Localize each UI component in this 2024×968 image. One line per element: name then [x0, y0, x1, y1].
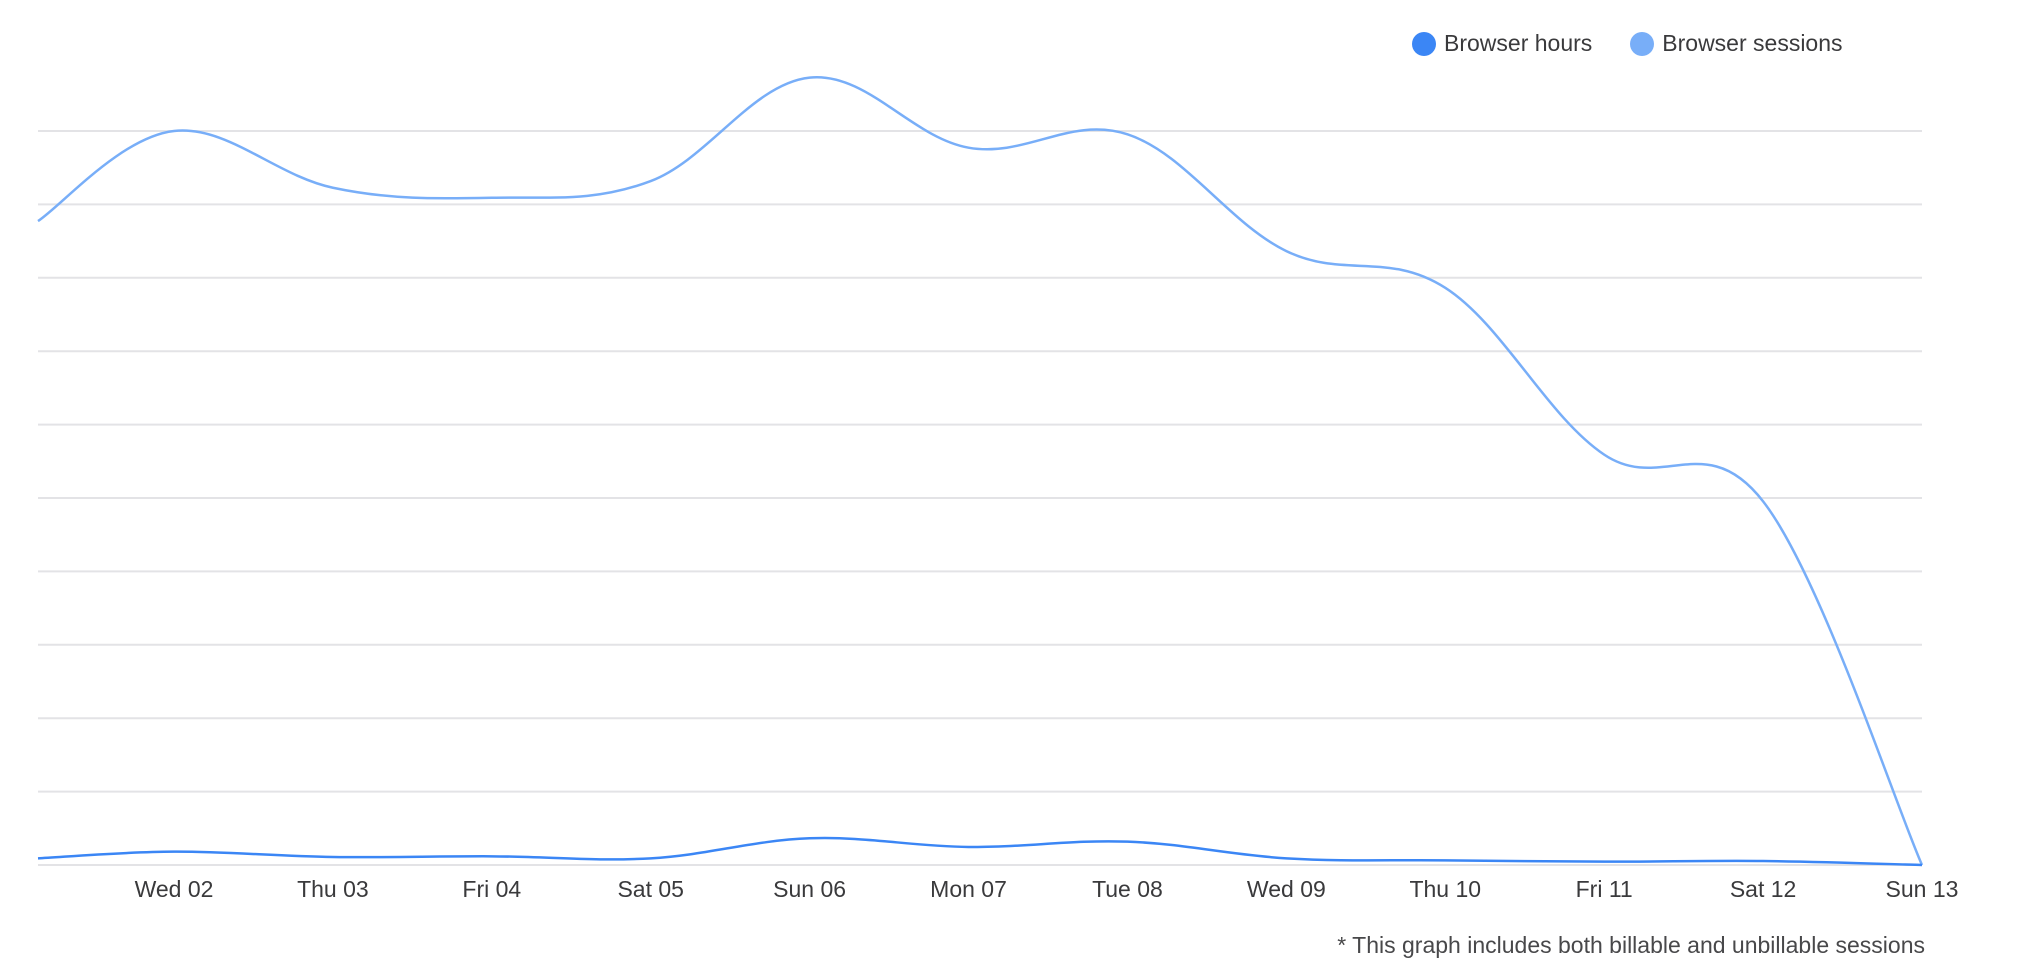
series-lines [37, 76, 1924, 867]
legend-label-browser-sessions: Browser sessions [1662, 30, 1843, 56]
legend-item-browser-sessions[interactable]: Browser sessions [1630, 30, 1843, 57]
x-tick-label: Mon 07 [930, 876, 1007, 902]
x-tick-label: Sun 06 [773, 876, 846, 902]
series-line-browser-sessions [37, 76, 1924, 866]
x-tick-label: Sat 05 [617, 876, 684, 902]
footnote: * This graph includes both billable and … [1337, 932, 1925, 958]
series-line-browser-hours [37, 836, 1923, 867]
x-tick-label: Fri 11 [1576, 876, 1633, 902]
grid [38, 130, 1922, 866]
legend-dot-browser-sessions [1630, 31, 1655, 56]
x-axis: Wed 02 Thu 03 Fri 04 Sat 05 Sun 06 Mon 07 Tue … [135, 876, 1959, 902]
x-tick-label: Wed 02 [135, 876, 214, 902]
legend-dot-browser-hours [1412, 31, 1436, 56]
x-tick-label: Thu 10 [1409, 876, 1481, 902]
legend: Browser hours Browser sessions [1412, 30, 1843, 57]
x-tick-label: Tue 08 [1092, 876, 1163, 902]
x-tick-label: Sat 12 [1730, 876, 1797, 902]
x-tick-label: Fri 04 [462, 876, 521, 902]
legend-item-browser-hours[interactable]: Browser hours [1412, 30, 1592, 57]
x-tick-label: Wed 09 [1247, 876, 1326, 902]
legend-label-browser-hours: Browser hours [1444, 30, 1593, 56]
x-tick-label: Sun 13 [1886, 876, 1959, 902]
x-tick-label: Thu 03 [297, 876, 369, 902]
